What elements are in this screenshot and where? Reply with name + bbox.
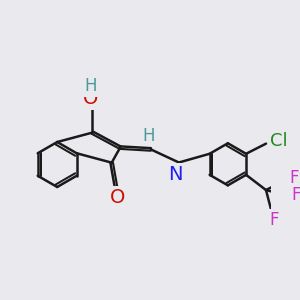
Text: N: N (168, 165, 182, 184)
Text: O: O (83, 89, 98, 108)
Text: F: F (289, 169, 299, 187)
Text: H: H (85, 77, 97, 95)
Text: H: H (143, 127, 155, 145)
Text: Cl: Cl (270, 132, 287, 150)
Text: F: F (291, 187, 300, 205)
Text: O: O (110, 188, 126, 207)
Text: F: F (269, 211, 278, 229)
